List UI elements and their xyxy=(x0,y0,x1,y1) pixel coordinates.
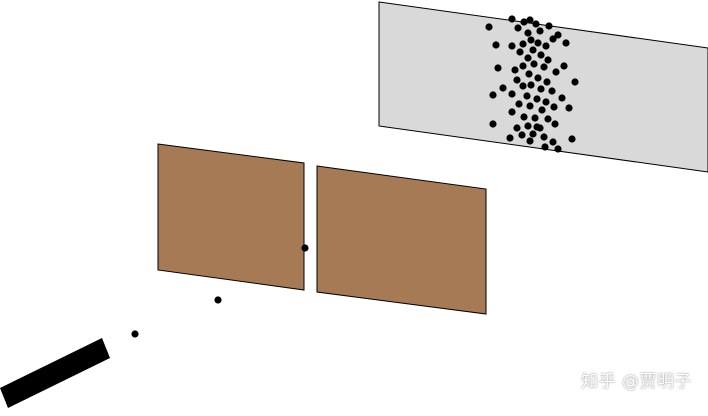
screen-hit-dot xyxy=(548,87,556,95)
screen-hit-dot xyxy=(536,27,544,35)
screen-hit-dot xyxy=(514,24,522,32)
screen-hit-dot xyxy=(527,81,535,89)
screen-hit-dot xyxy=(511,66,519,74)
flight-particles xyxy=(131,244,309,338)
screen-hit-dot xyxy=(524,122,532,130)
screen-hit-dot xyxy=(544,56,552,64)
screen-hit-dot xyxy=(543,78,551,86)
flying-particle xyxy=(301,244,309,252)
screen-hit-dot xyxy=(541,143,549,151)
screen-hit-dot xyxy=(492,41,500,49)
screen-hit-dot xyxy=(513,124,521,132)
screen-hit-dot xyxy=(508,108,516,116)
screen-hit-dot xyxy=(485,23,493,31)
screen-hit-dot xyxy=(550,103,558,111)
screen-hit-dot xyxy=(544,115,552,123)
screen-hit-dot xyxy=(508,15,516,23)
screen-hit-dot xyxy=(524,29,532,37)
screen-hit-dot xyxy=(532,20,540,28)
screen-hit-dot xyxy=(526,16,534,24)
screen-hit-dot xyxy=(526,102,534,110)
screen-hit-dot xyxy=(519,82,527,90)
screen-hit-dot xyxy=(533,123,541,131)
screen-hit-dot xyxy=(526,137,534,145)
screen-hit-dot xyxy=(525,70,533,78)
screen-hit-dot xyxy=(523,92,531,100)
screen-hit-dot xyxy=(513,76,521,84)
screen-hit-dot xyxy=(518,131,526,139)
screen-hit-dot xyxy=(494,64,502,72)
screen-hit-dot xyxy=(506,134,514,142)
screen-hit-dot xyxy=(565,104,573,112)
screen-hit-dot xyxy=(489,91,497,99)
barrier-right-panel xyxy=(316,165,487,315)
screen-hit-dot xyxy=(552,68,560,76)
screen-hit-dot xyxy=(571,78,579,86)
screen-hit-dot xyxy=(549,35,557,43)
screen-hit-dot xyxy=(515,100,523,108)
screen-hit-dot xyxy=(554,31,562,39)
screen-hit-dot xyxy=(551,120,559,128)
screen-hit-dot xyxy=(530,60,538,68)
screen-hit-dot xyxy=(516,48,524,56)
screen-hit-dot xyxy=(531,114,539,122)
screen-hit-dot xyxy=(508,42,516,50)
screen-hit-dot xyxy=(562,39,570,47)
screen-hit-dot xyxy=(508,90,516,98)
screen-hit-dot xyxy=(540,63,548,71)
screen-hit-dot xyxy=(542,42,550,50)
screen-hit-dot xyxy=(519,62,527,70)
screen-hit-dot xyxy=(549,138,557,146)
particle-source xyxy=(0,338,110,408)
screen-hit-dot xyxy=(520,18,528,26)
screen-hits xyxy=(485,15,579,153)
screen-hit-dot xyxy=(520,113,528,121)
screen-hit-dot xyxy=(537,85,545,93)
screen-hit-dot xyxy=(568,135,576,143)
screen-hit-dot xyxy=(534,39,542,47)
screen-hit-dot xyxy=(529,46,537,54)
screen-hit-dot xyxy=(529,130,537,138)
screen-hit-dot xyxy=(542,98,550,106)
barrier-left-panel xyxy=(157,143,305,291)
screen-hit-dot xyxy=(534,74,542,82)
screen-hit-dot xyxy=(524,54,532,62)
screen-hit-dot xyxy=(558,94,566,102)
screen-hit-dot xyxy=(537,51,545,59)
flying-particle xyxy=(131,330,139,338)
flying-particle xyxy=(214,296,222,304)
screen-hit-dot xyxy=(540,133,548,141)
screen-hit-dot xyxy=(554,145,562,153)
screen-hit-dot xyxy=(489,120,497,128)
screen-hit-dot xyxy=(519,40,527,48)
screen-hit-dot xyxy=(499,84,507,92)
screen-hit-dot xyxy=(560,62,568,70)
screen-hit-dot xyxy=(533,95,541,103)
zhihu-watermark: 知乎 @贾明子 xyxy=(581,372,692,392)
screen-hit-dot xyxy=(527,36,535,44)
screen-hit-dot xyxy=(545,22,553,30)
screen-hit-dot xyxy=(538,106,546,114)
